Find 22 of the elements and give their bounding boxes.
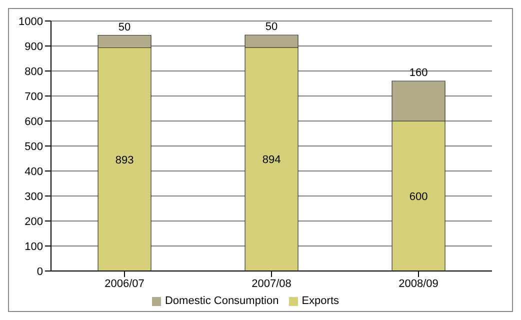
legend-label: Domestic Consumption — [164, 295, 279, 307]
y-tick-label: 400 — [24, 166, 43, 178]
y-tick-label: 100 — [24, 240, 43, 253]
y-tick-label: 300 — [24, 190, 43, 203]
y-tick-label: 0 — [36, 266, 43, 278]
data-label: 50 — [265, 21, 278, 33]
data-label: 600 — [409, 190, 428, 203]
legend-label: Exports — [302, 295, 339, 307]
x-tick-label: 2006/07 — [104, 278, 144, 290]
y-tick-label: 900 — [24, 40, 43, 53]
data-label: 160 — [409, 67, 428, 79]
x-tick-label: 2008/09 — [398, 278, 438, 290]
y-tick-label: 200 — [24, 216, 43, 228]
y-tick-label: 500 — [24, 140, 43, 153]
data-label: 893 — [115, 154, 134, 166]
y-tick-label: 800 — [24, 66, 43, 78]
data-label: 50 — [118, 21, 131, 34]
y-tick-label: 700 — [24, 90, 43, 103]
data-label: 894 — [262, 154, 281, 166]
x-tick-label: 2007/08 — [252, 278, 292, 290]
y-tick-label: 600 — [24, 116, 43, 128]
y-tick-label: 1000 — [18, 16, 43, 28]
